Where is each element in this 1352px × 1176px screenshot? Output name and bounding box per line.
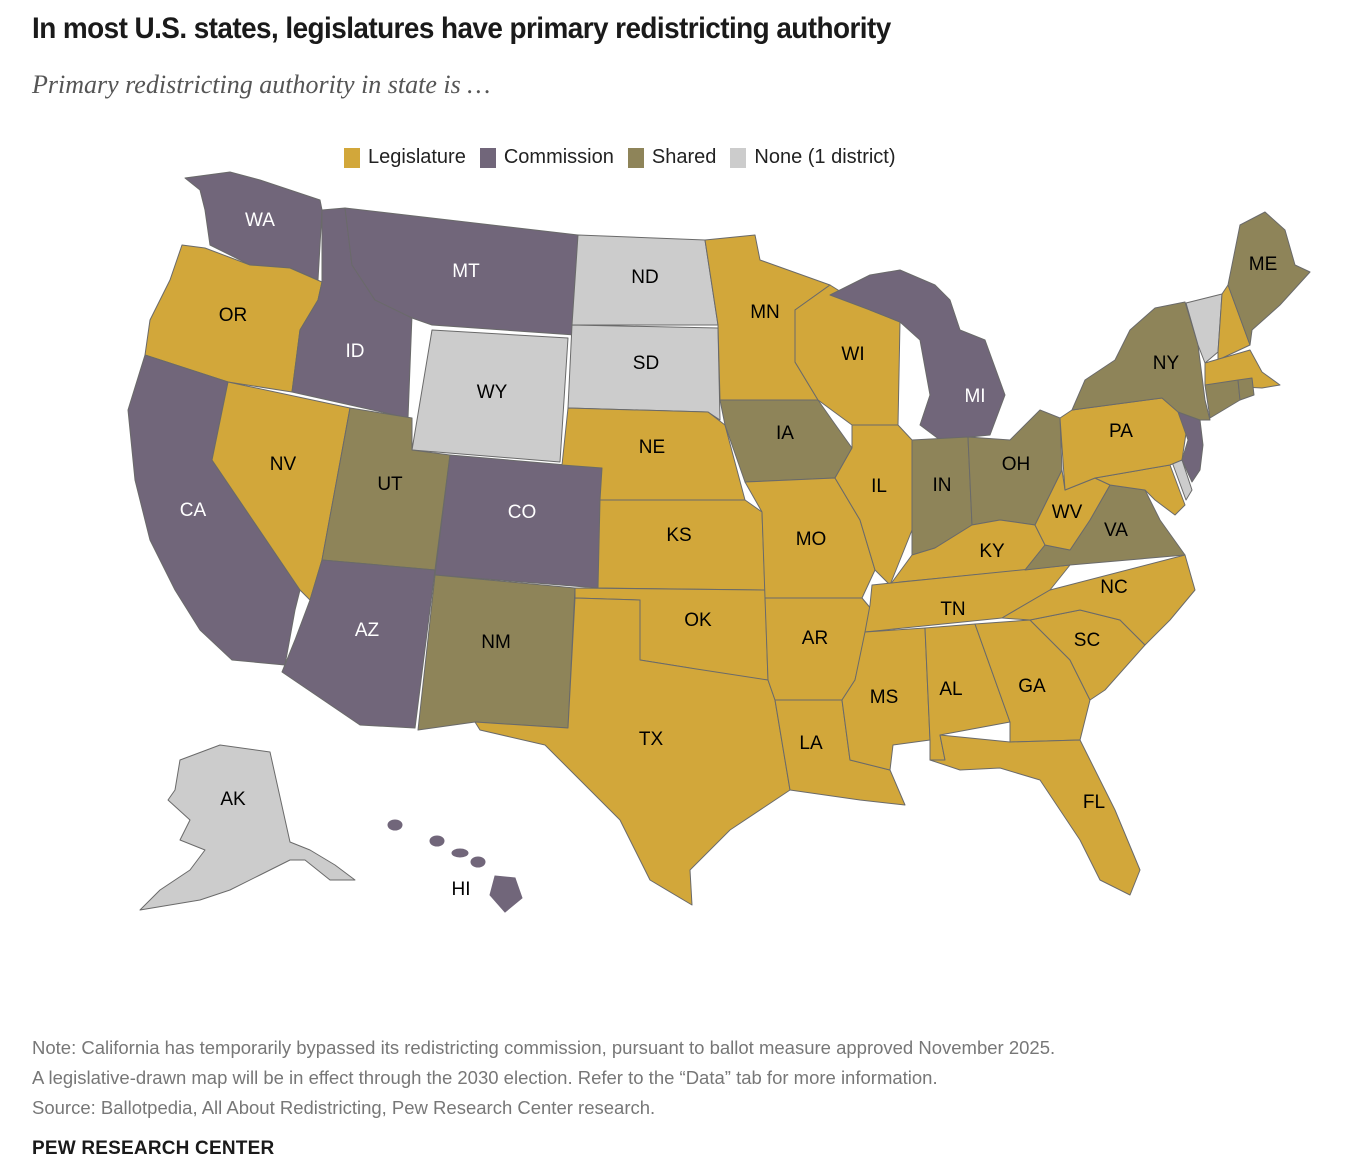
state-label-sc: SC	[1074, 630, 1100, 651]
state-label-mt: MT	[452, 261, 480, 282]
legend-item-none: None (1 district)	[730, 146, 896, 169]
legend-swatch-commission	[479, 147, 496, 168]
legend: Legislature Commission Shared None (1 di…	[344, 146, 910, 169]
state-label-ks: KS	[666, 525, 691, 546]
state-il	[834, 424, 913, 586]
state-label-nm: NM	[481, 632, 511, 653]
state-wy	[411, 329, 569, 463]
state-label-ia: IA	[776, 423, 794, 444]
state-tx	[474, 597, 791, 906]
state-label-nc: NC	[1100, 577, 1127, 598]
state-label-mi: MI	[964, 386, 985, 407]
state-label-wa: WA	[245, 210, 275, 231]
note-line-2: A legislative-drawn map will be in effec…	[32, 1067, 938, 1088]
state-vt	[1185, 293, 1223, 364]
state-label-nd: ND	[631, 267, 658, 288]
state-label-ga: GA	[1018, 676, 1046, 697]
legend-item-shared: Shared	[627, 146, 717, 169]
state-nj	[1177, 411, 1204, 483]
state-label-ne: NE	[639, 437, 665, 458]
state-ri	[1237, 377, 1255, 401]
state-fl	[929, 734, 1141, 896]
state-label-in: IN	[933, 475, 952, 496]
state-label-ca: CA	[180, 500, 207, 521]
state-label-oh: OH	[1002, 454, 1031, 475]
state-label-il: IL	[871, 476, 887, 497]
note-line-1: Note: California has temporarily bypasse…	[32, 1037, 1056, 1058]
state-label-wy: WY	[477, 382, 508, 403]
state-label-mo: MO	[796, 529, 827, 550]
brand-footer: PEW RESEARCH CENTER	[32, 1138, 275, 1159]
legend-label: Shared	[651, 146, 717, 168]
state-label-tx: TX	[639, 729, 664, 750]
state-label-id: ID	[346, 341, 365, 362]
state-ak	[139, 744, 356, 911]
state-az	[281, 559, 436, 729]
state-label-or: OR	[219, 305, 248, 326]
state-md	[1094, 464, 1186, 516]
source-line: Source: Ballotpedia, All About Redistric…	[32, 1097, 656, 1118]
state-label-pa: PA	[1109, 421, 1133, 442]
state-label-me: ME	[1249, 254, 1278, 275]
state-label-hi: HI	[452, 879, 471, 900]
state-label-co: CO	[508, 502, 537, 523]
legend-label: None (1 district)	[754, 146, 896, 168]
state-ct	[1204, 379, 1241, 419]
state-label-al: AL	[939, 679, 962, 700]
state-nh	[1217, 284, 1251, 361]
state-label-nv: NV	[270, 454, 297, 475]
state-label-az: AZ	[355, 620, 380, 641]
state-label-fl: FL	[1083, 792, 1105, 813]
state-label-mn: MN	[750, 302, 780, 323]
us-map: WA OR CA ID NV MT WY UT AZ CO NM ND SD N…	[127, 171, 1311, 913]
state-label-wi: WI	[841, 344, 864, 365]
state-label-ky: KY	[979, 541, 1005, 562]
legend-label: Commission	[503, 146, 614, 168]
state-me	[1227, 211, 1311, 346]
state-label-va: VA	[1104, 520, 1128, 541]
state-label-ak: AK	[220, 789, 246, 810]
legend-item-commission: Commission	[479, 146, 614, 169]
state-label-sd: SD	[633, 353, 659, 374]
legend-swatch-legislature	[344, 147, 360, 168]
state-label-wv: WV	[1052, 502, 1083, 523]
chart-title: In most U.S. states, legislatures have p…	[32, 12, 891, 45]
state-hi	[387, 819, 523, 913]
legend-swatch-none	[730, 147, 747, 168]
state-label-tn: TN	[940, 599, 965, 620]
state-nc	[1001, 554, 1196, 646]
state-label-ny: NY	[1153, 353, 1180, 374]
state-label-la: LA	[799, 733, 823, 754]
legend-swatch-shared	[627, 147, 644, 168]
legend-item-legislature: Legislature	[344, 146, 466, 169]
state-mi	[829, 269, 1006, 441]
state-label-ms: MS	[870, 687, 899, 708]
notes: Note: California has temporarily bypasse…	[32, 1033, 1055, 1123]
chart-subtitle: Primary redistricting authority in state…	[32, 70, 491, 99]
legend-label: Legislature	[368, 146, 466, 168]
state-label-ar: AR	[802, 628, 828, 649]
state-label-ut: UT	[377, 474, 403, 495]
state-label-ok: OK	[684, 610, 712, 631]
